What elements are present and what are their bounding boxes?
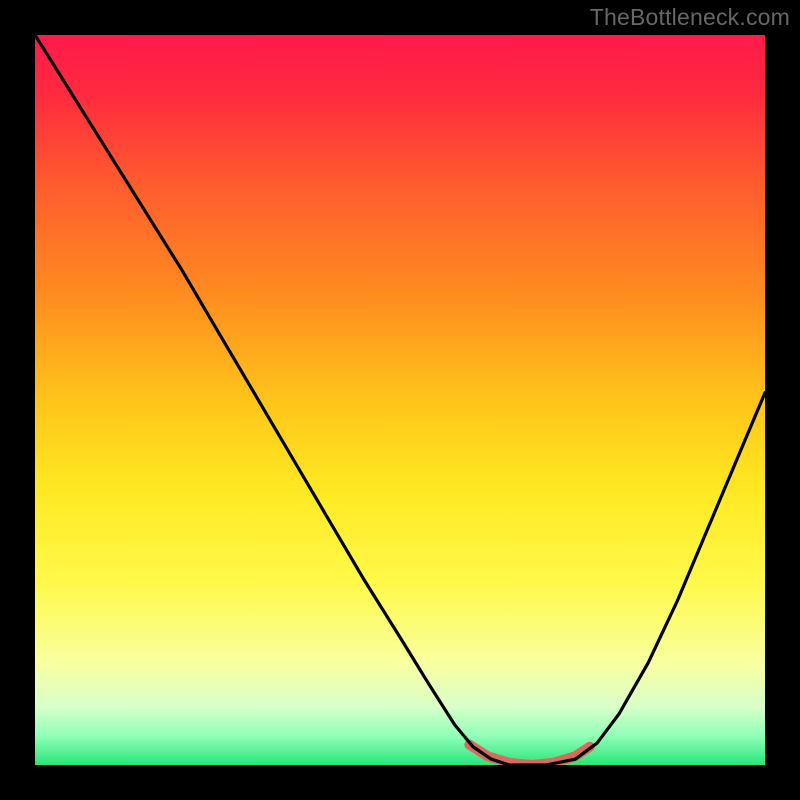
bottleneck-curve [35, 35, 765, 765]
chart-frame: TheBottleneck.com [0, 0, 800, 800]
watermark-text: TheBottleneck.com [590, 4, 790, 31]
plot-svg-layer [35, 35, 765, 765]
plot-area [35, 35, 765, 765]
